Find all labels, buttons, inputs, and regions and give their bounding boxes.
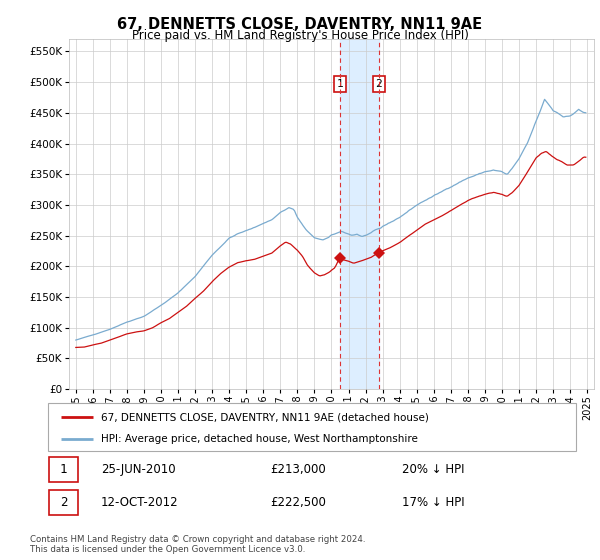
Text: £213,000: £213,000 [270, 463, 326, 476]
Bar [49, 457, 78, 482]
Text: 25-JUN-2010: 25-JUN-2010 [101, 463, 175, 476]
Text: HPI: Average price, detached house, West Northamptonshire: HPI: Average price, detached house, West… [101, 434, 418, 444]
Text: 1: 1 [337, 79, 343, 89]
Text: 12-OCT-2012: 12-OCT-2012 [101, 496, 178, 510]
Text: 1: 1 [60, 463, 67, 476]
Text: Contains HM Land Registry data © Crown copyright and database right 2024.
This d: Contains HM Land Registry data © Crown c… [30, 535, 365, 554]
Bar [340, 39, 379, 389]
Text: Price paid vs. HM Land Registry's House Price Index (HPI): Price paid vs. HM Land Registry's House … [131, 29, 469, 42]
Text: £222,500: £222,500 [270, 496, 326, 510]
Text: 67, DENNETTS CLOSE, DAVENTRY, NN11 9AE (detached house): 67, DENNETTS CLOSE, DAVENTRY, NN11 9AE (… [101, 413, 428, 422]
Text: 67, DENNETTS CLOSE, DAVENTRY, NN11 9AE: 67, DENNETTS CLOSE, DAVENTRY, NN11 9AE [118, 17, 482, 32]
Text: 20% ↓ HPI: 20% ↓ HPI [402, 463, 464, 476]
Bar [49, 491, 78, 515]
Text: 2: 2 [60, 496, 67, 510]
Text: 17% ↓ HPI: 17% ↓ HPI [402, 496, 464, 510]
Text: 2: 2 [376, 79, 382, 89]
